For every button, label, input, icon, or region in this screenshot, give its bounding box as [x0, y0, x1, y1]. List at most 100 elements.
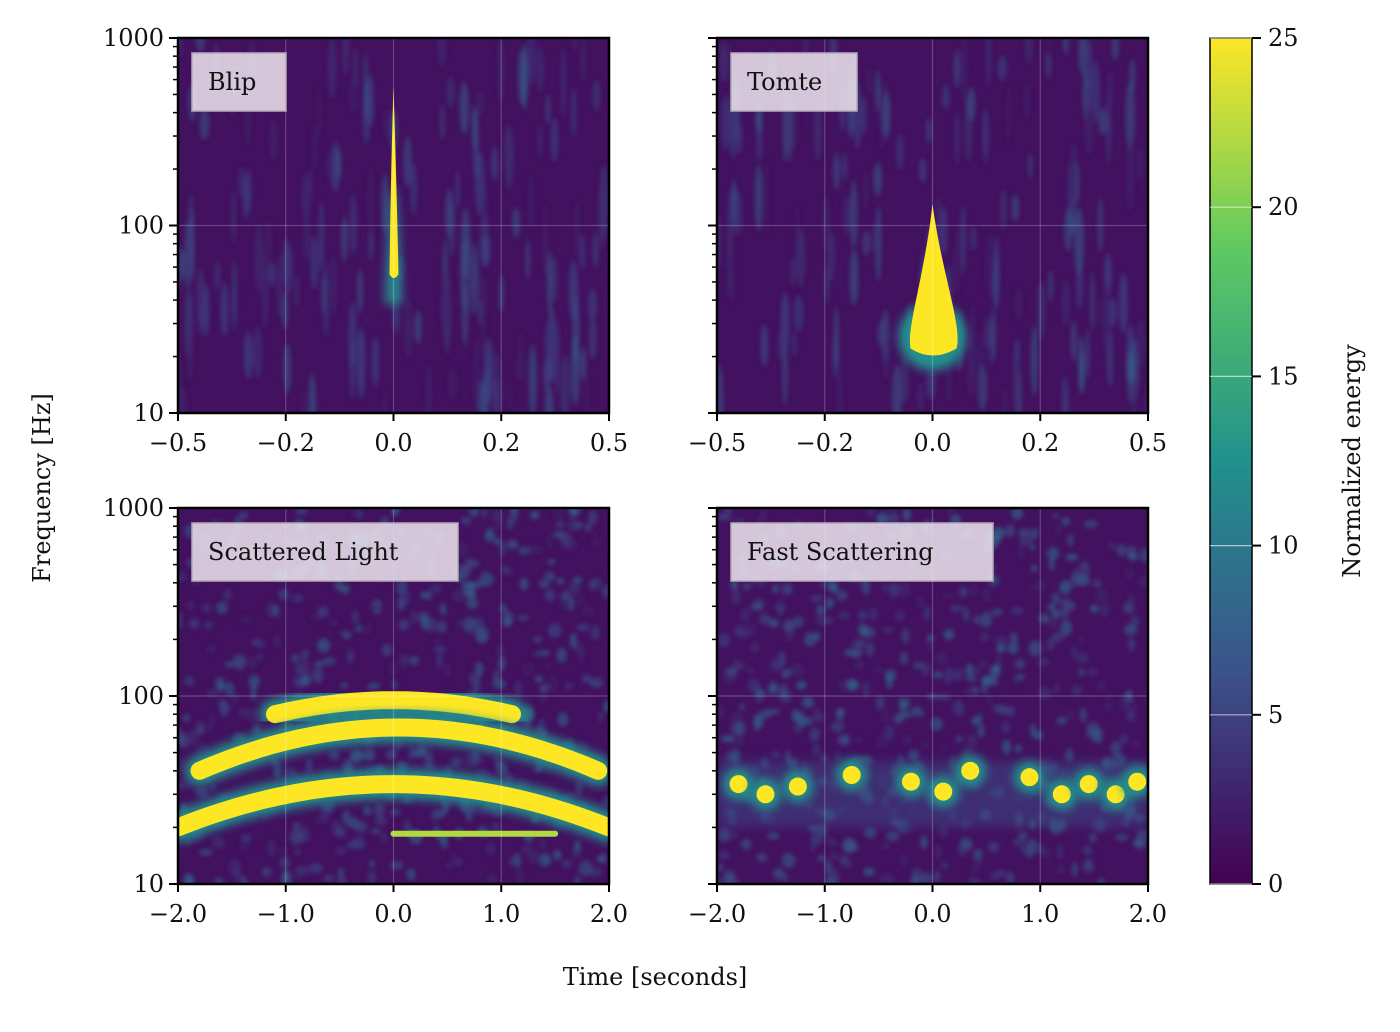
panel-fast-scattering: Fast Scattering −2.0 −1.0 0.0 1.0 2.0 — [688, 506, 1167, 928]
noise-mark — [767, 685, 780, 692]
noise-mark — [178, 735, 189, 749]
noise-mark — [565, 682, 574, 690]
noise-mark — [809, 727, 821, 740]
noise-mark — [571, 38, 579, 52]
noise-mark — [857, 609, 868, 621]
noise-mark — [305, 758, 313, 771]
noise-mark — [1138, 575, 1148, 588]
noise-mark — [1030, 527, 1039, 540]
noise-mark — [1030, 564, 1038, 572]
scatter-blob — [1079, 775, 1098, 794]
noise-mark — [1129, 701, 1138, 713]
noise-mark — [498, 540, 508, 557]
noise-mark — [1114, 833, 1129, 842]
noise-mark — [340, 682, 349, 689]
x-tick-label: 1.0 — [1021, 900, 1059, 928]
noise-mark — [1056, 843, 1064, 860]
noise-mark — [1070, 646, 1078, 660]
noise-mark — [1061, 375, 1070, 413]
noise-mark — [383, 108, 388, 138]
panel-label-text: Scattered Light — [208, 538, 399, 566]
noise-mark — [753, 712, 765, 729]
noise-mark — [521, 846, 530, 853]
noise-mark — [279, 846, 287, 855]
noise-mark — [726, 225, 733, 298]
noise-mark — [571, 848, 581, 859]
x-tick-label: 0.0 — [913, 900, 951, 928]
panel-label: Tomte — [730, 52, 858, 112]
noise-mark — [899, 854, 909, 867]
colorbar-tick-label: 15 — [1268, 362, 1299, 390]
noise-mark — [784, 630, 796, 642]
noise-mark — [399, 589, 411, 606]
noise-mark — [309, 862, 323, 874]
noise-mark — [895, 609, 905, 622]
noise-mark — [538, 838, 547, 851]
noise-mark — [215, 602, 228, 615]
noise-mark — [544, 387, 554, 413]
noise-mark — [1030, 325, 1039, 396]
noise-mark — [356, 267, 364, 314]
noise-mark — [574, 201, 580, 257]
noise-mark — [1070, 571, 1081, 587]
noise-mark — [340, 583, 350, 595]
scatter-blob — [788, 777, 807, 796]
y-tick-label: 100 — [118, 682, 164, 710]
noise-mark — [862, 682, 870, 698]
noise-mark — [414, 310, 422, 345]
noise-mark — [491, 353, 502, 413]
noise-mark — [1099, 602, 1110, 618]
noise-mark — [1047, 618, 1059, 629]
noise-mark — [447, 366, 458, 401]
noise-mark — [801, 696, 815, 708]
noise-mark — [440, 603, 447, 615]
noise-texture — [717, 38, 1148, 413]
noise-mark — [977, 723, 985, 738]
noise-mark — [764, 160, 769, 236]
noise-mark — [1065, 553, 1079, 562]
noise-mark — [960, 38, 967, 101]
noise-mark — [369, 603, 381, 611]
noise-mark — [355, 625, 363, 633]
noise-mark — [1018, 532, 1033, 547]
noise-mark — [771, 751, 781, 758]
noise-mark — [581, 673, 590, 683]
noise-mark — [460, 516, 472, 525]
noise-mark — [547, 676, 559, 692]
noise-mark — [370, 827, 381, 835]
noise-mark — [815, 605, 826, 615]
noise-mark — [496, 761, 508, 776]
noise-mark — [809, 594, 823, 603]
noise-mark — [1051, 606, 1059, 620]
colorbar-tick-label: 0 — [1268, 870, 1283, 898]
noise-mark — [497, 656, 506, 672]
noise-mark — [475, 662, 484, 677]
noise-mark — [997, 869, 1007, 878]
noise-mark — [962, 745, 976, 757]
noise-mark — [884, 669, 897, 682]
noise-mark — [381, 390, 389, 413]
noise-mark — [823, 836, 835, 845]
noise-mark — [571, 87, 577, 138]
noise-mark — [816, 614, 828, 627]
noise-mark — [601, 584, 609, 599]
noise-mark — [916, 596, 924, 609]
noise-mark — [881, 626, 894, 634]
noise-mark — [1067, 533, 1074, 547]
noise-mark — [466, 588, 477, 599]
noise-mark — [720, 735, 734, 743]
noise-mark — [478, 379, 487, 413]
noise-mark — [351, 610, 359, 625]
noise-mark — [252, 326, 263, 379]
noise-mark — [728, 830, 738, 841]
noise-mark — [318, 201, 325, 273]
noise-mark — [557, 712, 569, 727]
noise-mark — [750, 641, 760, 653]
noise-mark — [527, 38, 536, 87]
noise-mark — [1047, 603, 1055, 611]
noise-mark — [291, 593, 304, 603]
noise-mark — [547, 319, 555, 367]
noise-mark — [568, 261, 579, 322]
noise-mark — [444, 663, 451, 679]
noise-mark — [1000, 720, 1012, 730]
